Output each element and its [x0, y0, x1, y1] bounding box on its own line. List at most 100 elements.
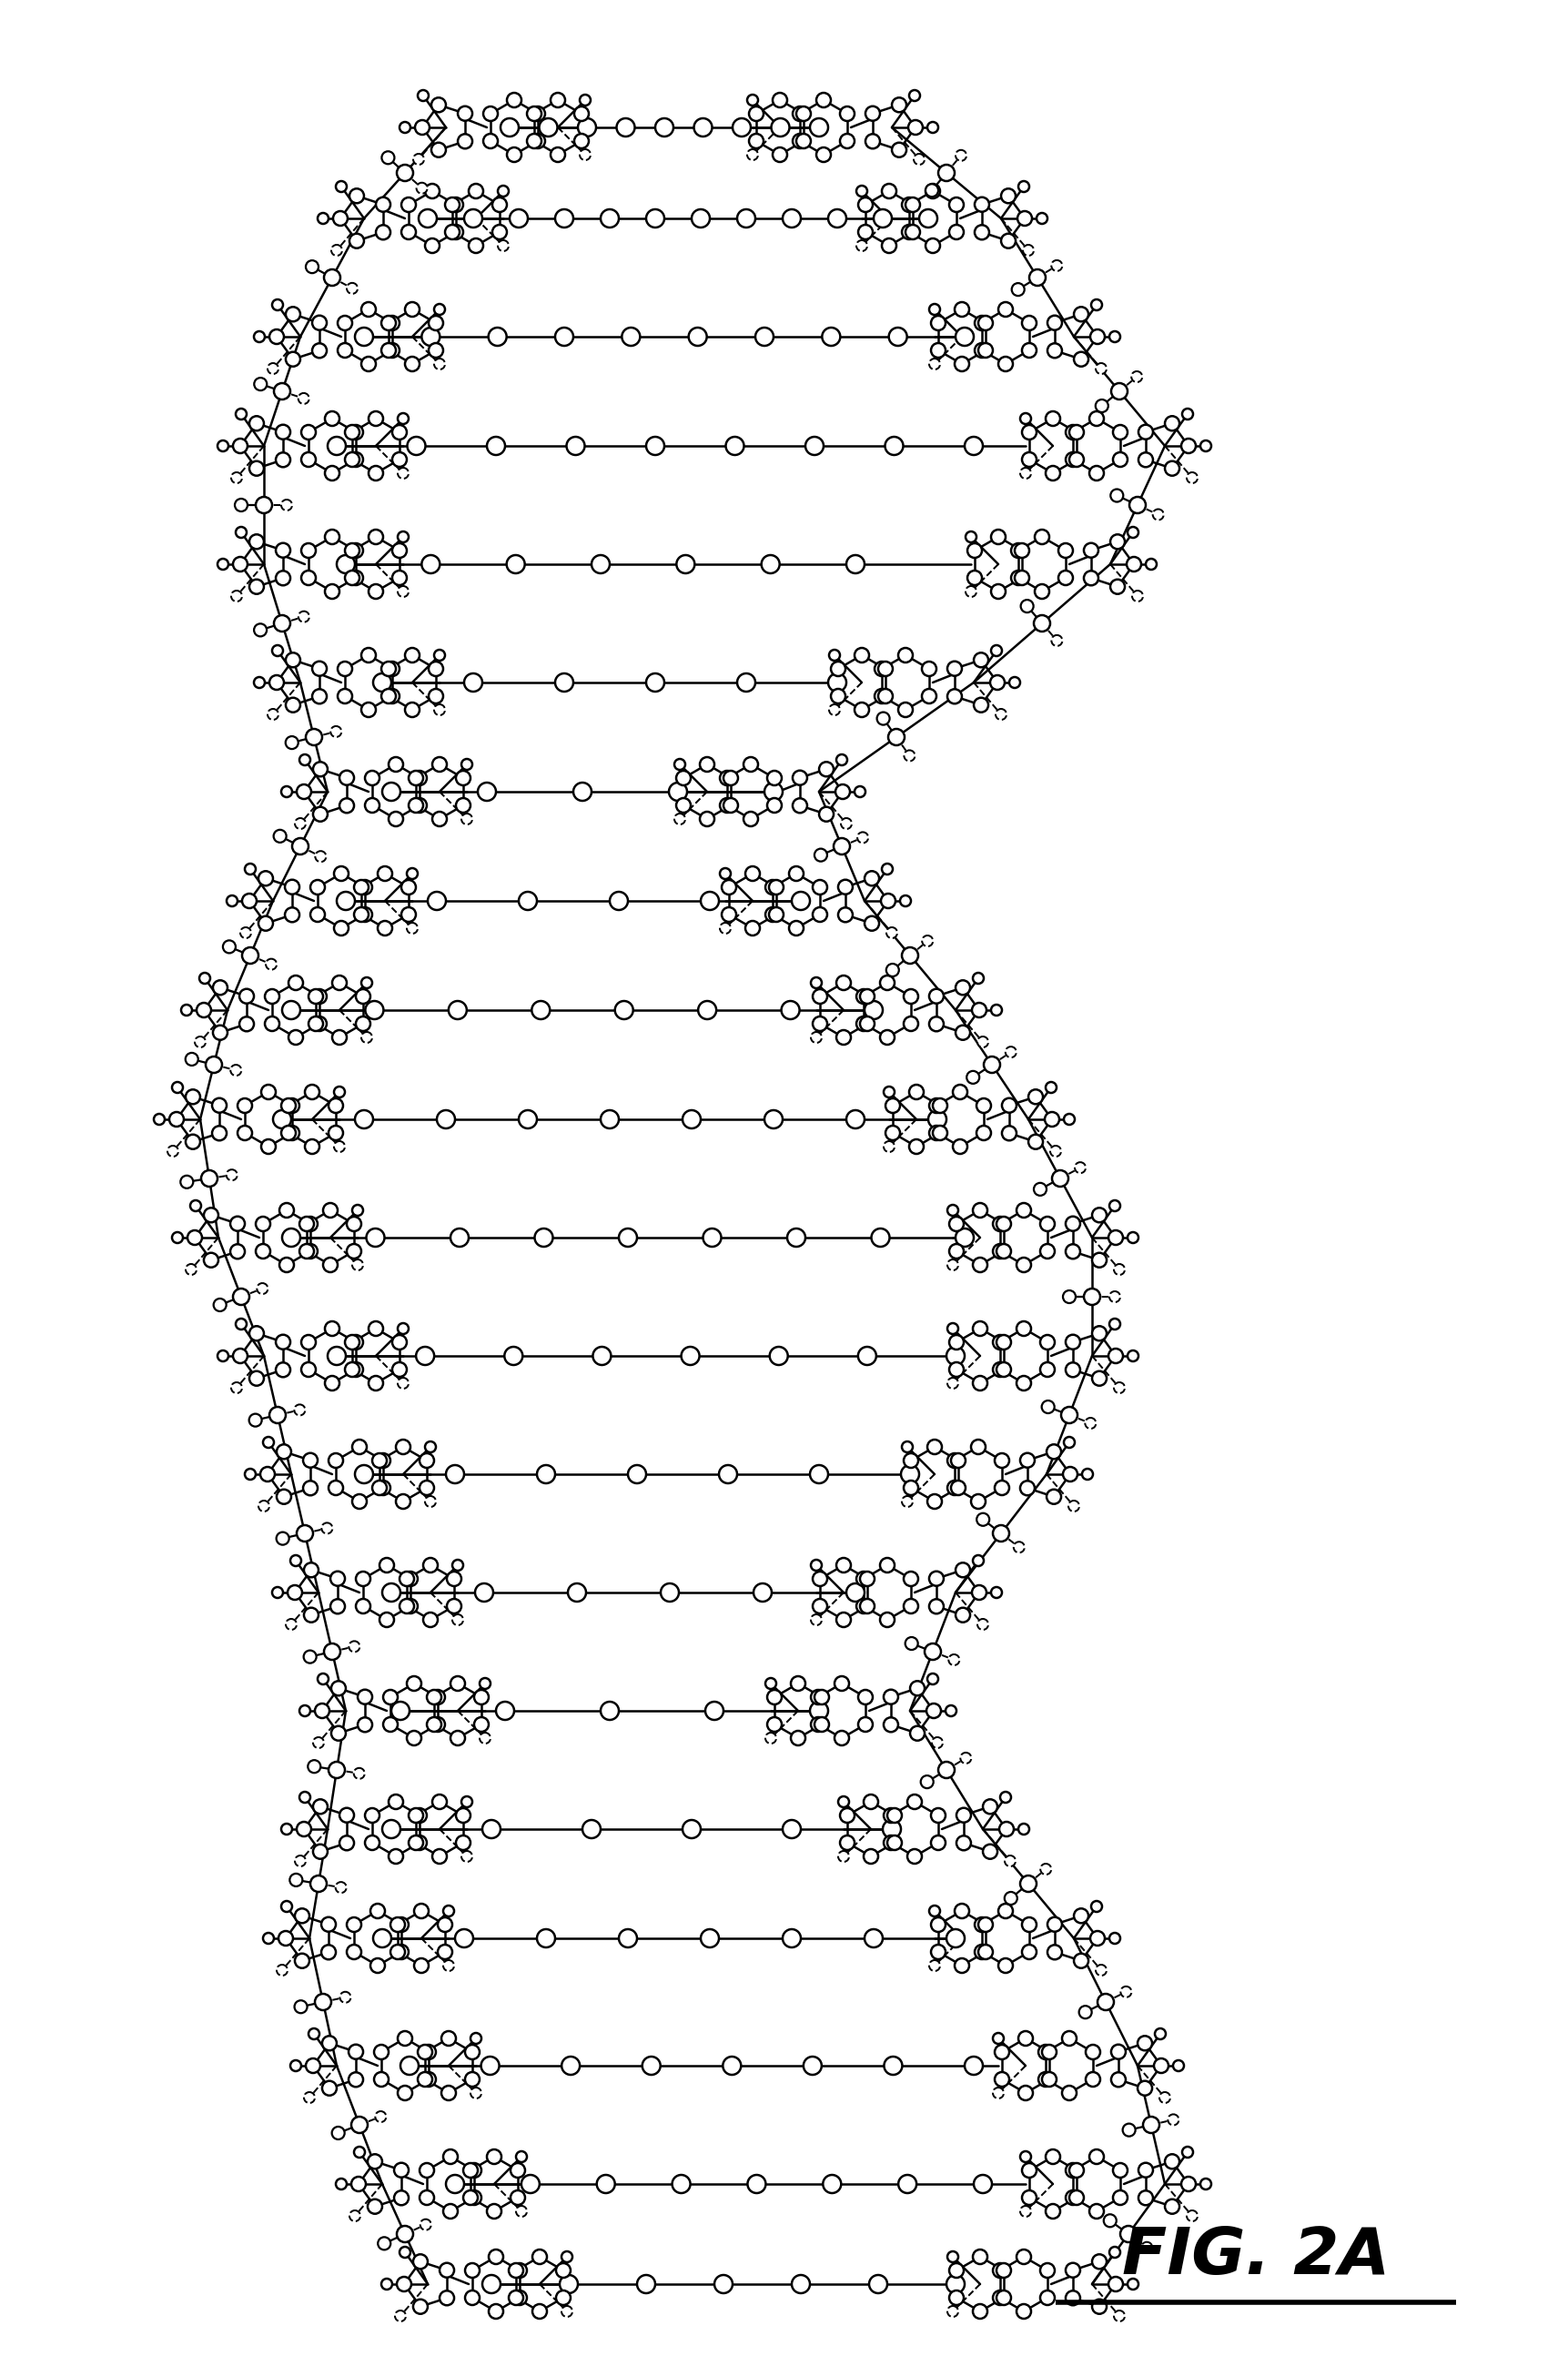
- Circle shape: [353, 1204, 364, 1216]
- Circle shape: [1016, 2304, 1032, 2319]
- Circle shape: [811, 118, 828, 137]
- Circle shape: [883, 1819, 902, 1838]
- Circle shape: [356, 989, 370, 1003]
- Circle shape: [463, 2191, 478, 2205]
- Circle shape: [285, 1098, 299, 1112]
- Circle shape: [307, 1760, 320, 1772]
- Circle shape: [367, 1228, 384, 1247]
- Circle shape: [1041, 1401, 1054, 1413]
- Circle shape: [927, 1704, 941, 1718]
- Circle shape: [877, 712, 889, 724]
- Circle shape: [829, 705, 840, 715]
- Circle shape: [886, 963, 898, 977]
- Circle shape: [464, 674, 483, 691]
- Circle shape: [765, 1732, 776, 1744]
- Circle shape: [1046, 2148, 1060, 2165]
- Circle shape: [887, 1836, 902, 1850]
- Circle shape: [884, 1689, 898, 1704]
- Circle shape: [983, 1058, 1000, 1072]
- Circle shape: [1156, 2028, 1165, 2039]
- Circle shape: [285, 353, 301, 367]
- Circle shape: [348, 1363, 364, 1377]
- Circle shape: [550, 92, 564, 106]
- Circle shape: [745, 866, 760, 880]
- Circle shape: [375, 2110, 386, 2122]
- Circle shape: [1021, 1453, 1035, 1467]
- Circle shape: [723, 2056, 742, 2075]
- Circle shape: [858, 1718, 873, 1732]
- Circle shape: [511, 2163, 525, 2177]
- Circle shape: [439, 2290, 455, 2304]
- Circle shape: [310, 880, 325, 894]
- Circle shape: [682, 1819, 701, 1838]
- Circle shape: [185, 1088, 201, 1105]
- Circle shape: [408, 438, 425, 454]
- Circle shape: [185, 1053, 198, 1065]
- Circle shape: [887, 729, 905, 745]
- Circle shape: [1005, 1893, 1018, 1905]
- Circle shape: [368, 1377, 383, 1391]
- Circle shape: [902, 1465, 919, 1483]
- Circle shape: [340, 1836, 354, 1850]
- Circle shape: [268, 710, 279, 719]
- Circle shape: [1040, 2264, 1055, 2278]
- Circle shape: [315, 852, 326, 861]
- Circle shape: [409, 797, 423, 812]
- Circle shape: [309, 2028, 320, 2039]
- Circle shape: [836, 1614, 851, 1628]
- Circle shape: [972, 972, 983, 984]
- Circle shape: [927, 1439, 942, 1455]
- Circle shape: [1066, 1334, 1080, 1349]
- Circle shape: [732, 118, 751, 137]
- Circle shape: [401, 196, 416, 213]
- Circle shape: [276, 426, 290, 440]
- Circle shape: [1069, 426, 1083, 440]
- Circle shape: [398, 587, 409, 596]
- Circle shape: [276, 1363, 290, 1377]
- Circle shape: [1016, 1259, 1032, 1273]
- Circle shape: [993, 1334, 1007, 1349]
- Circle shape: [1168, 2115, 1179, 2125]
- Circle shape: [185, 1263, 196, 1275]
- Circle shape: [423, 1614, 437, 1628]
- Circle shape: [285, 1126, 299, 1140]
- Circle shape: [1074, 1162, 1085, 1174]
- Circle shape: [646, 438, 665, 454]
- Circle shape: [1018, 211, 1032, 225]
- Circle shape: [378, 866, 392, 880]
- Circle shape: [864, 1001, 883, 1020]
- Circle shape: [793, 135, 808, 149]
- Circle shape: [345, 1334, 359, 1349]
- Circle shape: [301, 544, 315, 558]
- Circle shape: [1083, 1289, 1101, 1306]
- Circle shape: [325, 270, 340, 286]
- Circle shape: [334, 1140, 345, 1152]
- Circle shape: [314, 762, 328, 776]
- Circle shape: [856, 1017, 870, 1032]
- Circle shape: [458, 106, 472, 121]
- Circle shape: [469, 185, 483, 199]
- Circle shape: [172, 1081, 183, 1093]
- Circle shape: [483, 1819, 500, 1838]
- Circle shape: [1109, 1292, 1120, 1301]
- Circle shape: [474, 1689, 489, 1704]
- Circle shape: [270, 674, 284, 691]
- Circle shape: [792, 892, 811, 911]
- Circle shape: [304, 1562, 318, 1578]
- Circle shape: [793, 106, 808, 121]
- Circle shape: [376, 1453, 390, 1467]
- Circle shape: [1091, 1207, 1107, 1223]
- Circle shape: [403, 1599, 417, 1614]
- Circle shape: [356, 1599, 370, 1614]
- Circle shape: [1127, 528, 1138, 537]
- Circle shape: [978, 1945, 993, 1959]
- Circle shape: [398, 414, 409, 424]
- Circle shape: [290, 2061, 301, 2070]
- Circle shape: [1112, 2073, 1126, 2087]
- Circle shape: [318, 1673, 329, 1685]
- Circle shape: [395, 1439, 411, 1455]
- Circle shape: [930, 303, 941, 315]
- Circle shape: [303, 1481, 318, 1495]
- Circle shape: [420, 1481, 434, 1495]
- Circle shape: [975, 225, 989, 239]
